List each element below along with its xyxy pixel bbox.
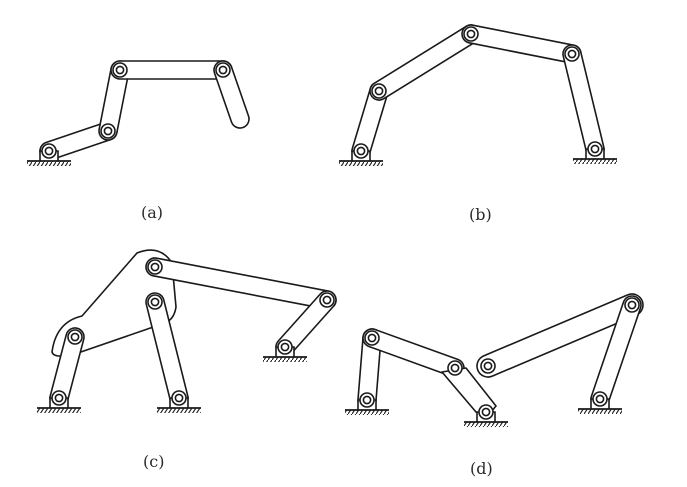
joints xyxy=(41,26,640,420)
joint-d-1 xyxy=(359,392,375,408)
joint-a-1 xyxy=(41,143,57,159)
link-c-2 xyxy=(145,292,189,408)
joint-b-4 xyxy=(564,46,580,62)
joint-d-6 xyxy=(624,297,640,313)
joint-c-4 xyxy=(147,294,163,310)
caption-b: (b) xyxy=(469,205,492,224)
link-b-4 xyxy=(562,44,605,159)
joint-c-7 xyxy=(277,339,293,355)
joint-a-2 xyxy=(100,123,116,139)
joint-c-5 xyxy=(171,390,187,406)
caption-d: (d) xyxy=(470,459,493,478)
joint-a-3 xyxy=(112,62,128,78)
joint-c-1 xyxy=(51,390,67,406)
joint-d-3 xyxy=(447,360,463,376)
caption-c: (c) xyxy=(143,452,165,471)
joint-b-3 xyxy=(463,26,479,42)
joint-c-2 xyxy=(67,329,83,345)
joint-d-5 xyxy=(478,404,494,420)
joint-b-2 xyxy=(371,83,387,99)
links xyxy=(39,24,644,419)
joint-a-4 xyxy=(215,62,231,78)
caption-a: (a) xyxy=(141,203,164,222)
link-d-3 xyxy=(476,293,644,378)
joint-d-7 xyxy=(592,391,608,407)
joint-b-5 xyxy=(587,141,603,157)
joint-c-3 xyxy=(147,259,163,275)
joint-b-1 xyxy=(353,143,369,159)
joint-d-4 xyxy=(480,358,496,374)
joint-c-6 xyxy=(319,292,335,308)
joint-d-2 xyxy=(364,330,380,346)
